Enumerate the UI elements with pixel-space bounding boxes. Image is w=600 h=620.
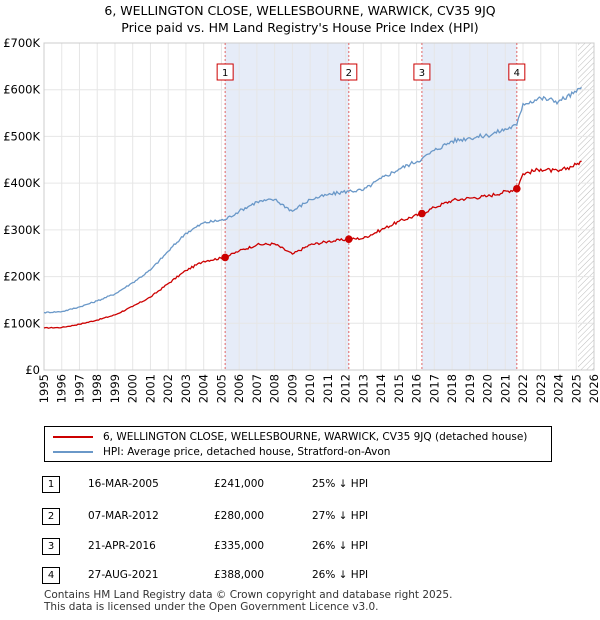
- legend-swatch-hpi: [53, 451, 93, 453]
- x-tick-label: 2006: [232, 374, 246, 403]
- x-tick-label: 2012: [339, 374, 353, 403]
- footer-attribution: Contains HM Land Registry data © Crown c…: [44, 589, 453, 613]
- x-tick-label: 2021: [498, 374, 512, 403]
- sale-marker-number: 2: [346, 68, 352, 79]
- footer-line-2: This data is licensed under the Open Gov…: [44, 600, 379, 613]
- x-tick-label: 2011: [321, 374, 335, 403]
- chart-title: 6, WELLINGTON CLOSE, WELLESBOURNE, WARWI…: [104, 3, 496, 18]
- x-tick-label: 2005: [214, 374, 228, 403]
- x-tick-label: 2019: [463, 374, 477, 403]
- sale-number: 4: [42, 567, 60, 584]
- x-tick-label: 2017: [427, 374, 441, 403]
- sale-price: £280,000: [214, 510, 265, 522]
- x-tick-label: 1996: [55, 374, 69, 403]
- x-tick-label: 2001: [143, 374, 157, 403]
- shaded-range: [225, 43, 349, 370]
- x-tick-label: 2015: [392, 374, 406, 403]
- x-tick-label: 2009: [285, 374, 299, 403]
- sale-marker-number: 1: [222, 68, 228, 79]
- sale-marker-number: 4: [514, 68, 520, 79]
- y-tick-label: £0: [25, 363, 40, 377]
- forecast-hatch: [578, 43, 594, 370]
- legend-item-property: 6, WELLINGTON CLOSE, WELLESBOURNE, WARWI…: [53, 430, 527, 444]
- x-tick-label: 2022: [516, 374, 530, 403]
- sale-number: 2: [42, 508, 60, 525]
- x-tick-label: 1998: [90, 374, 104, 403]
- x-tick-label: 2004: [197, 374, 211, 403]
- sale-number: 3: [42, 538, 60, 555]
- sale-hpi-diff: 27% ↓ HPI: [312, 510, 369, 522]
- sale-hpi-diff: 25% ↓ HPI: [312, 478, 369, 490]
- x-tick-label: 2026: [587, 374, 600, 403]
- x-tick-label: 2025: [569, 374, 583, 403]
- x-tick-label: 2007: [250, 374, 264, 403]
- sale-price: £241,000: [214, 478, 265, 490]
- price-chart: £0 £100K £200K £300K £400K £500K £600K £700K 199…: [3, 36, 600, 403]
- legend-label-property: 6, WELLINGTON CLOSE, WELLESBOURNE, WARWI…: [103, 431, 528, 443]
- footer-line-1: Contains HM Land Registry data © Crown c…: [44, 589, 453, 601]
- sale-point: [418, 209, 426, 218]
- table-row: 3 21-APR-2016 £335,000 26% ↓ HPI: [0, 538, 600, 556]
- sale-date: 21-APR-2016: [88, 540, 156, 552]
- sale-marker-box: [216, 63, 234, 81]
- y-tick-label: £300K: [3, 223, 40, 237]
- hpi-line: [43, 86, 583, 314]
- x-tick-label: 1999: [108, 374, 122, 403]
- y-tick-label: £100K: [3, 316, 40, 330]
- y-tick-label: £600K: [3, 83, 40, 97]
- sale-date: 16-MAR-2005: [88, 478, 159, 490]
- x-tick-label: 1995: [37, 374, 51, 403]
- sale-date: 07-MAR-2012: [88, 510, 159, 522]
- sale-price: £335,000: [214, 540, 265, 552]
- x-tick-label: 2008: [268, 374, 282, 403]
- table-row: 4 27-AUG-2021 £388,000 26% ↓ HPI: [0, 567, 600, 585]
- sale-price: £388,000: [214, 569, 265, 581]
- y-tick-label: £400K: [3, 176, 40, 190]
- legend-label-hpi: HPI: Average price, detached house, Stra…: [103, 446, 391, 458]
- x-tick-label: 2023: [534, 374, 548, 403]
- x-tick-label: 2020: [481, 374, 495, 403]
- sale-point: [513, 184, 521, 193]
- sale-point: [221, 253, 229, 262]
- legend: 6, WELLINGTON CLOSE, WELLESBOURNE, WARWI…: [44, 426, 552, 462]
- sale-marker-box: [508, 63, 526, 81]
- chart-subtitle: Price paid vs. HM Land Registry's House …: [121, 20, 479, 35]
- sale-hpi-diff: 26% ↓ HPI: [312, 569, 369, 581]
- y-tick-label: £700K: [3, 36, 40, 50]
- x-tick-label: 2016: [410, 374, 424, 403]
- plot-frame: [43, 42, 595, 371]
- x-tick-label: 2013: [356, 374, 370, 403]
- sale-hpi-diff: 26% ↓ HPI: [312, 540, 369, 552]
- x-tick-label: 2014: [374, 374, 388, 403]
- sale-marker-box: [413, 63, 431, 81]
- x-tick-label: 2003: [179, 374, 193, 403]
- y-tick-label: £200K: [3, 270, 40, 284]
- x-tick-label: 1997: [72, 374, 86, 403]
- x-tick-label: 2000: [126, 374, 140, 403]
- x-tick-label: 2002: [161, 374, 175, 403]
- legend-swatch-property: [53, 436, 93, 438]
- x-tick-label: 2018: [445, 374, 459, 403]
- y-tick-label: £500K: [3, 129, 40, 143]
- sale-marker-box: [340, 63, 358, 81]
- x-tick-label: 2024: [552, 374, 566, 403]
- x-tick-label: 2010: [303, 374, 317, 403]
- table-row: 2 07-MAR-2012 £280,000 27% ↓ HPI: [0, 508, 600, 526]
- sale-number: 1: [42, 476, 60, 493]
- sale-point: [345, 235, 353, 243]
- legend-item-hpi: HPI: Average price, detached house, Stra…: [53, 445, 390, 459]
- sale-date: 27-AUG-2021: [88, 569, 159, 581]
- table-row: 1 16-MAR-2005 £241,000 25% ↓ HPI: [0, 476, 600, 494]
- sale-marker-number: 3: [419, 68, 425, 79]
- property-price-line: [43, 160, 582, 329]
